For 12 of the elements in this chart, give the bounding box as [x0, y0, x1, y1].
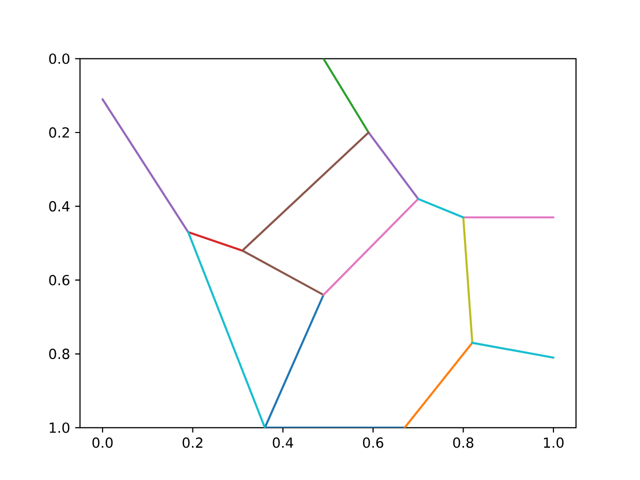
- x-tick-label: 0.0: [92, 437, 113, 448]
- y-tick-label: 0.8: [49, 348, 70, 360]
- y-tick-label: 1.0: [50, 422, 70, 433]
- x-tick-label: 0.2: [182, 437, 202, 448]
- x-tick-label: 0.4: [272, 437, 294, 448]
- y-tick-label: 0.4: [49, 201, 70, 212]
- y-tick-label: 0.0: [49, 53, 70, 64]
- x-tick-label: 1.0: [544, 437, 564, 448]
- y-tick-label: 0.2: [49, 127, 69, 138]
- x-tick-label: 0.8: [453, 437, 474, 448]
- x-tick-label: 0.6: [363, 437, 384, 448]
- y-tick-label: 0.6: [49, 274, 70, 286]
